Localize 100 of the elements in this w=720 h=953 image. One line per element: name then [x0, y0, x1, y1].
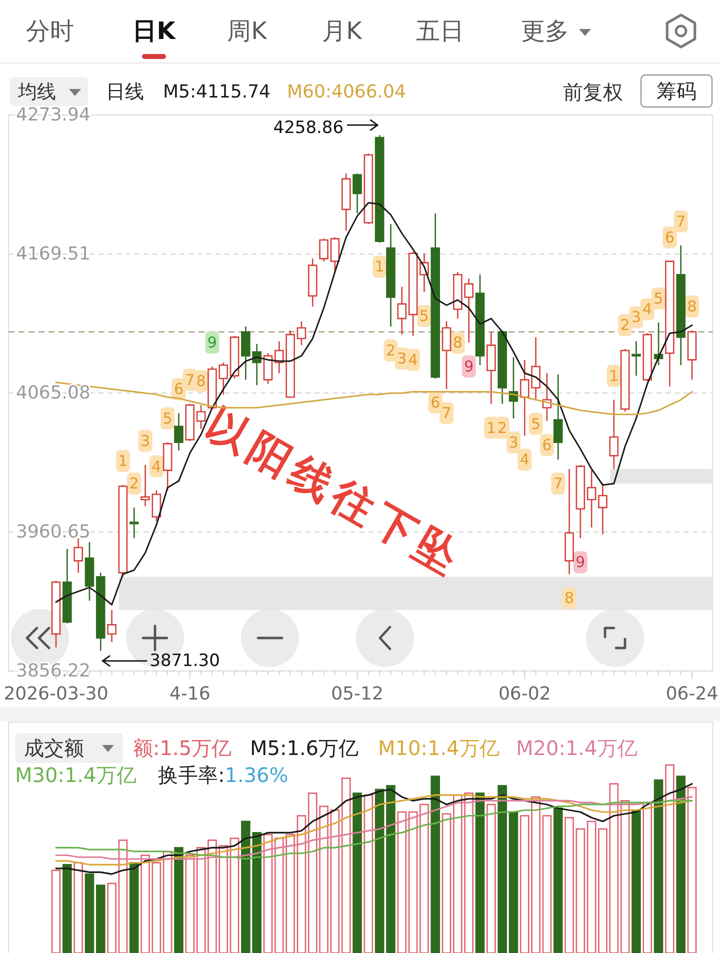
- annotation: 3871.30: [150, 650, 220, 671]
- candlestick: [620, 348, 630, 412]
- bar: [62, 864, 72, 953]
- annotation: 4: [152, 457, 162, 476]
- candlestick: [162, 442, 172, 491]
- text: M20:1.4万亿: [516, 736, 638, 760]
- x-tick-label: 06-24: [666, 684, 718, 704]
- candlestick: [140, 464, 150, 507]
- candlestick: [118, 484, 128, 578]
- text: 均线: [17, 81, 56, 103]
- annotation: 5: [162, 409, 172, 428]
- annotation: 5: [531, 414, 541, 433]
- candlestick: [129, 506, 139, 539]
- candlestick: [374, 134, 384, 244]
- annotation: 5: [419, 306, 429, 325]
- x-tick-label: 05-12: [331, 684, 384, 704]
- annotation: 3: [508, 433, 518, 452]
- candlestick: [586, 470, 596, 528]
- candlestick: [263, 352, 273, 384]
- x-tick-label: 4-16: [169, 684, 210, 704]
- candlestick: [430, 212, 440, 380]
- bar: [386, 785, 396, 953]
- annotation: 5: [654, 290, 664, 308]
- annotation: 8: [196, 372, 206, 390]
- text: M30:1.4万亿: [15, 763, 136, 787]
- candlestick: [642, 332, 652, 382]
- candlestick: [553, 374, 563, 460]
- annotation: 9: [576, 553, 586, 572]
- x-tick-label: 2026-03-30: [4, 684, 108, 704]
- annotation: 2: [620, 316, 630, 334]
- text: M5:4115.74: [163, 82, 270, 102]
- candlestick: [508, 356, 518, 420]
- annotation: 1: [609, 366, 619, 385]
- candlestick: [486, 331, 496, 404]
- x-tick-label: 06-02: [498, 684, 551, 704]
- bar: [174, 847, 184, 953]
- text: 日线: [106, 81, 144, 103]
- candlestick: [632, 340, 641, 376]
- candlestick: [152, 490, 162, 522]
- annotation: 换手率:1.36%: [158, 763, 288, 787]
- candlestick: [397, 286, 407, 336]
- y-tick-label: 3960.65: [16, 522, 90, 542]
- text: M60:4066.04: [287, 82, 406, 102]
- annotation: 6: [430, 393, 440, 412]
- candlestick: [107, 609, 116, 643]
- annotation: 4: [408, 350, 418, 369]
- bar: [475, 792, 485, 953]
- bar: [508, 811, 518, 953]
- candlestick: [442, 320, 452, 390]
- candlestick: [230, 335, 240, 380]
- y-tick-label: 3856.22: [16, 660, 90, 682]
- candlestick: [687, 330, 697, 380]
- annotation: 2: [498, 418, 508, 437]
- candlestick: [676, 244, 686, 366]
- text: 分时: [26, 17, 74, 45]
- candlestick: [341, 172, 351, 232]
- candlestick: [308, 258, 318, 308]
- annotation: 9: [464, 358, 474, 376]
- candlestick: [185, 403, 195, 442]
- candlestick: [576, 464, 586, 539]
- bar: [498, 785, 507, 953]
- candlestick: [84, 542, 94, 602]
- candlestick: [609, 399, 619, 470]
- text: 筹码: [656, 79, 696, 103]
- annotation: 8: [452, 334, 462, 352]
- candlestick: [174, 412, 184, 451]
- annotation: 1: [486, 418, 496, 437]
- candlestick: [62, 548, 72, 624]
- y-tick-label: 4169.51: [16, 244, 90, 264]
- candlestick: [386, 223, 396, 328]
- annotation: 7: [676, 212, 686, 230]
- annotation: 4: [520, 450, 530, 469]
- annotation: 7: [442, 404, 452, 422]
- annotation: 7: [553, 474, 563, 493]
- annotation: 4258.86: [273, 118, 344, 138]
- bar: [553, 808, 563, 953]
- candlestick: [498, 330, 507, 404]
- annotation: 2: [129, 474, 139, 493]
- candlestick: [364, 152, 374, 225]
- candlestick: [51, 580, 61, 648]
- annotation: 3: [397, 350, 407, 368]
- candlestick: [564, 468, 574, 575]
- candlestick: [352, 172, 362, 214]
- candlestick: [74, 538, 83, 574]
- text: 成交额: [24, 736, 84, 760]
- annotation: 1: [374, 258, 384, 276]
- candlestick: [96, 572, 106, 652]
- annotation: 1: [118, 452, 128, 470]
- bar: [374, 788, 384, 953]
- text: 月K: [322, 17, 364, 45]
- annotation: 9: [207, 333, 217, 352]
- bar: [352, 792, 362, 953]
- annotation: 6: [664, 228, 674, 246]
- bar: [84, 873, 94, 953]
- text: 额:1.5万亿: [133, 736, 232, 760]
- bar: [129, 862, 139, 953]
- annotation: 4: [642, 300, 652, 318]
- candlestick: [330, 236, 340, 273]
- candlestick: [196, 404, 206, 430]
- candlestick: [654, 322, 664, 366]
